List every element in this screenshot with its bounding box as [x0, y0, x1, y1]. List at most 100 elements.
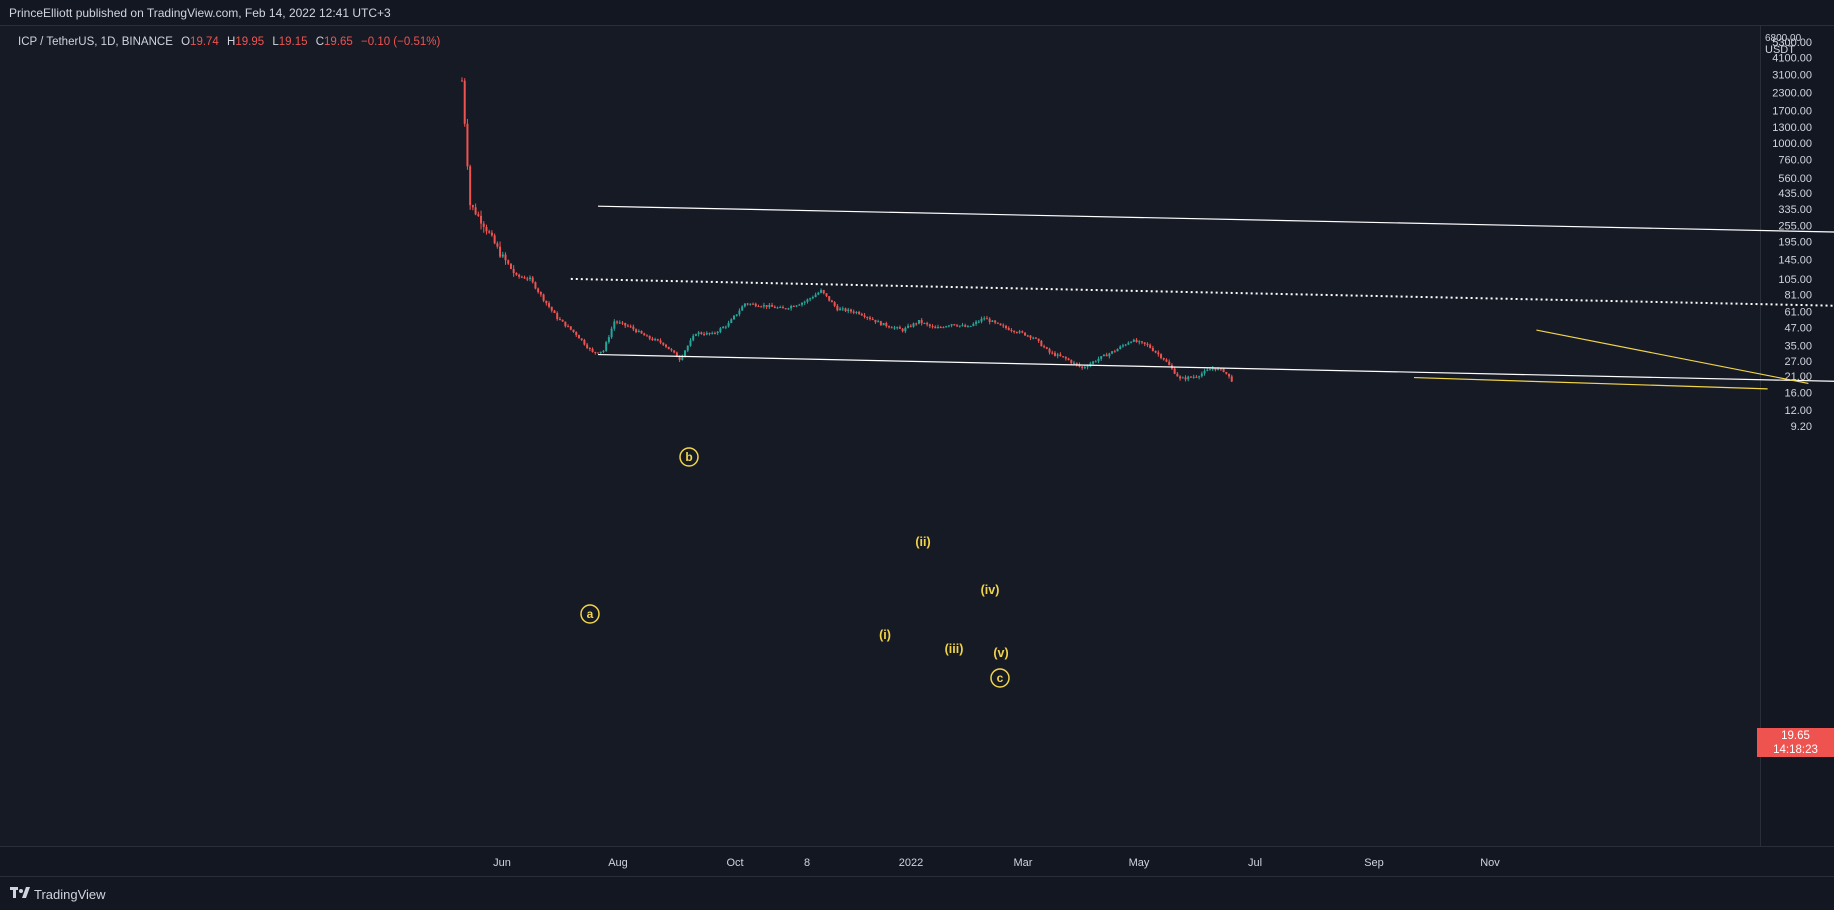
candle-body — [917, 320, 920, 324]
candle-body — [950, 324, 953, 326]
candlestick-chart[interactable]: Jun Aug Oct 8 2022 Mar May Jul Sep Nov 5300.00 4100… — [0, 0, 1834, 876]
candle-body — [548, 303, 551, 307]
candle-body — [980, 318, 983, 322]
candle-body — [681, 355, 684, 360]
candle-body — [507, 260, 510, 264]
candle-body — [594, 351, 597, 353]
candle-body — [741, 306, 744, 311]
candle-body — [1187, 376, 1190, 380]
candle-body — [806, 299, 809, 302]
candle-body — [1094, 361, 1097, 363]
candle-body — [703, 333, 706, 335]
candle-body — [1100, 356, 1103, 359]
candle-body — [915, 323, 918, 325]
candle-body — [1067, 358, 1070, 361]
x-tick-label: Jul — [1248, 857, 1262, 869]
candle-body — [1102, 354, 1105, 357]
candle-body — [501, 254, 504, 257]
candle-body — [811, 297, 814, 299]
candle-body — [858, 311, 861, 314]
high-label: H — [227, 36, 236, 48]
y-tick-label: 335.00 — [1778, 204, 1812, 216]
candle-body — [1086, 366, 1089, 368]
candle-body — [1121, 345, 1124, 347]
candle-body — [1124, 344, 1127, 346]
candle-body — [1043, 346, 1046, 348]
candle-body — [1026, 335, 1029, 337]
channel-median-dotted-line[interactable] — [570, 277, 1834, 332]
candle-body — [996, 322, 999, 324]
candle-body — [977, 321, 980, 323]
candle-body — [912, 323, 915, 327]
candle-body — [863, 315, 866, 317]
wave-trend-line[interactable] — [1536, 329, 1809, 385]
candle-body — [697, 332, 700, 335]
candle-body — [844, 308, 847, 312]
y-tick-label: 61.00 — [1784, 307, 1812, 319]
candle-body — [724, 326, 727, 328]
candle-body — [471, 205, 474, 208]
change-value: −0.10 (−0.51%) — [361, 36, 441, 48]
candle-body — [822, 290, 825, 294]
candle-body — [847, 309, 850, 312]
candle-body — [866, 316, 869, 318]
channel-upper-line[interactable] — [597, 205, 1834, 257]
candle-body — [466, 123, 469, 167]
candle-body — [771, 305, 774, 307]
candle-body — [1130, 341, 1133, 343]
candle-body — [675, 352, 678, 358]
candle-body — [942, 327, 945, 329]
wave-label: (iv) — [981, 583, 1000, 597]
candle-body — [659, 340, 662, 343]
candle-body — [678, 357, 681, 360]
candle-body — [885, 323, 888, 327]
candle-body — [694, 334, 697, 336]
candle-body — [781, 307, 784, 309]
candle-body — [1225, 371, 1228, 374]
candle-body — [1151, 347, 1154, 351]
candle-body — [605, 342, 608, 351]
candle-body — [616, 321, 619, 323]
candle-body — [635, 329, 638, 333]
y-tick-label: 27.00 — [1784, 356, 1812, 368]
x-tick-label: 2022 — [899, 857, 923, 869]
candle-body — [1024, 332, 1027, 336]
y-tick-label: 12.00 — [1784, 405, 1812, 417]
candle-body — [939, 327, 942, 329]
candle-body — [1092, 361, 1095, 364]
candle-body — [860, 313, 863, 316]
candle-body — [599, 351, 602, 353]
wave-trend-line[interactable] — [1413, 376, 1768, 390]
published-header: PrinceElliott published on TradingView.c… — [0, 0, 1834, 26]
candle-body — [1021, 331, 1024, 333]
candle-body — [790, 306, 793, 309]
x-tick-label: Mar — [1014, 857, 1033, 869]
candle-body — [833, 302, 836, 306]
price-axis[interactable] — [1760, 26, 1834, 846]
candle-body — [1165, 359, 1168, 362]
x-tick-label: Oct — [726, 857, 743, 869]
channel-lower-line[interactable] — [597, 353, 1834, 408]
candle-body — [1179, 376, 1182, 379]
candle-body — [1228, 373, 1231, 377]
bar-countdown: 14:18:23 — [1773, 744, 1818, 756]
candle-body — [975, 321, 978, 324]
candle-body — [825, 293, 828, 297]
candle-body — [953, 324, 956, 326]
candle-body — [830, 300, 833, 303]
candle-body — [879, 321, 882, 326]
chart-area[interactable] — [0, 26, 1760, 846]
candle-body — [588, 347, 591, 349]
x-tick-label: Jun — [493, 857, 511, 869]
candle-body — [645, 335, 648, 337]
candle-body — [871, 319, 874, 321]
candle-body — [1119, 346, 1122, 349]
candle-body — [1230, 376, 1233, 382]
wave-label: (v) — [993, 646, 1008, 660]
candle-body — [686, 345, 689, 351]
time-axis[interactable] — [0, 846, 1834, 876]
candle-body — [882, 323, 885, 326]
candle-body — [727, 322, 730, 327]
candle-body — [1162, 358, 1165, 360]
candle-body — [907, 325, 910, 328]
